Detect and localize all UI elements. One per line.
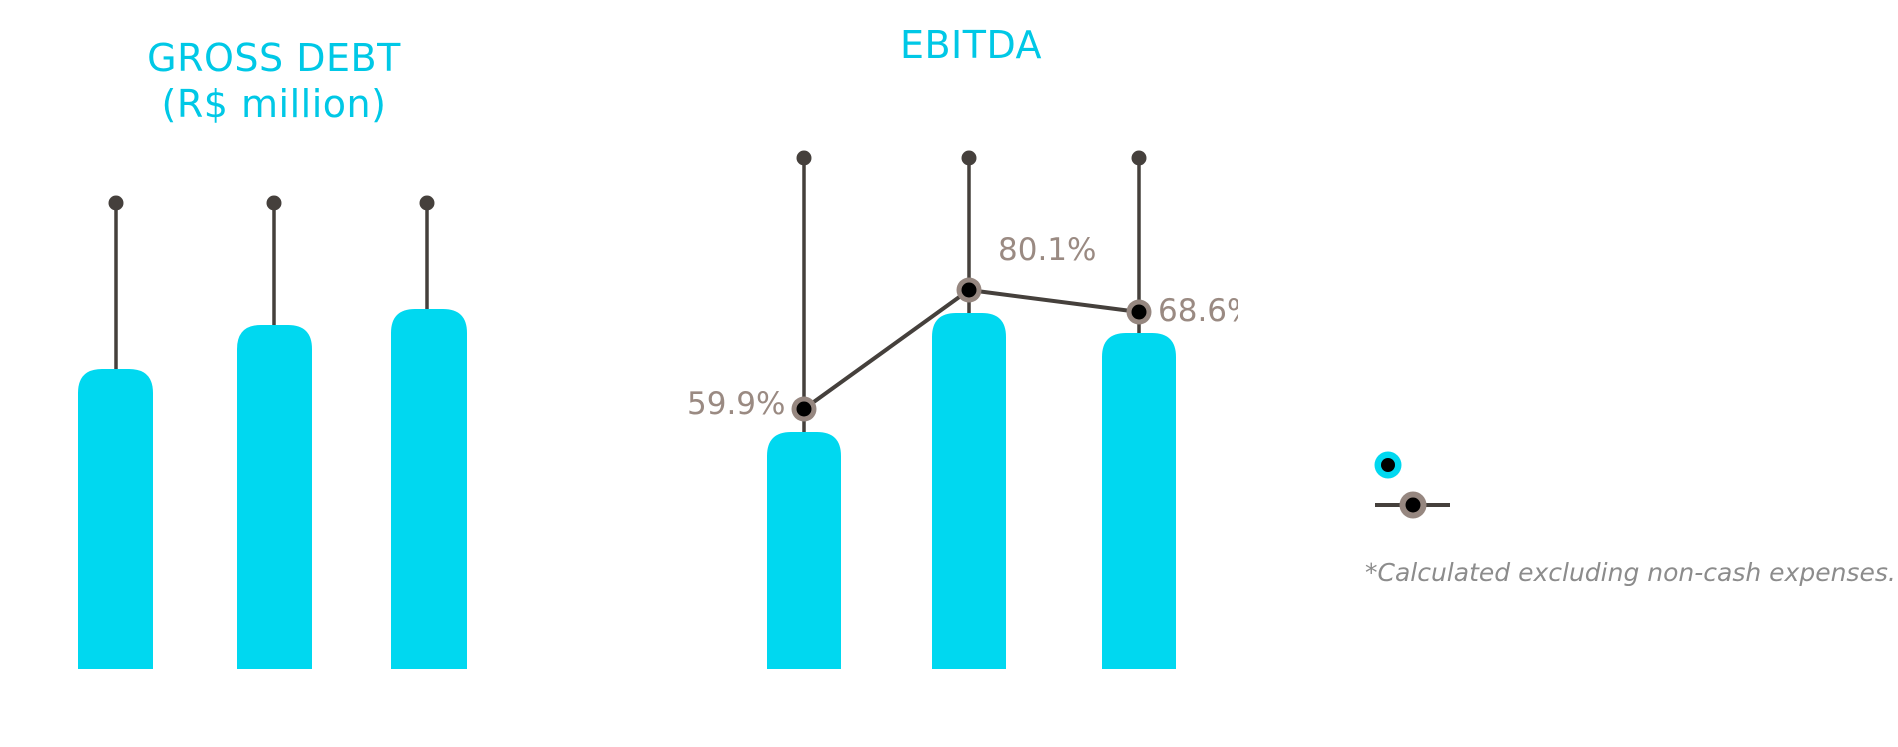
ebitda-title: EBITDA [899, 23, 1043, 67]
gross-debt-bar-3 [391, 195, 467, 669]
ebitda-bar-1 [767, 150, 841, 669]
legend [1374, 451, 1450, 519]
gross-debt-bar-1 [78, 195, 153, 669]
margin-label-1: 59.9% [687, 386, 786, 422]
gross-debt-bar-2 [237, 195, 312, 669]
ebitda-bar-3 [1102, 150, 1176, 669]
gross-debt-title: GROSS DEBT (R$ million) [124, 35, 424, 127]
bar-dot-icon [1374, 451, 1402, 479]
ebitda-bar-2 [932, 150, 1006, 669]
ebitda-chart [767, 150, 1176, 669]
gross-debt-chart [78, 195, 467, 669]
margin-label-2: 80.1% [998, 232, 1097, 268]
margin-label-3: 68.6% [1158, 293, 1238, 329]
gross-debt-title-line1: GROSS DEBT [147, 36, 401, 80]
footnote: *Calculated excluding non-cash expenses. [1365, 558, 1896, 587]
gross-debt-title-line2: (R$ million) [161, 82, 387, 126]
ebitda-margin-line [791, 277, 1152, 422]
line-marker-icon [1375, 491, 1450, 519]
